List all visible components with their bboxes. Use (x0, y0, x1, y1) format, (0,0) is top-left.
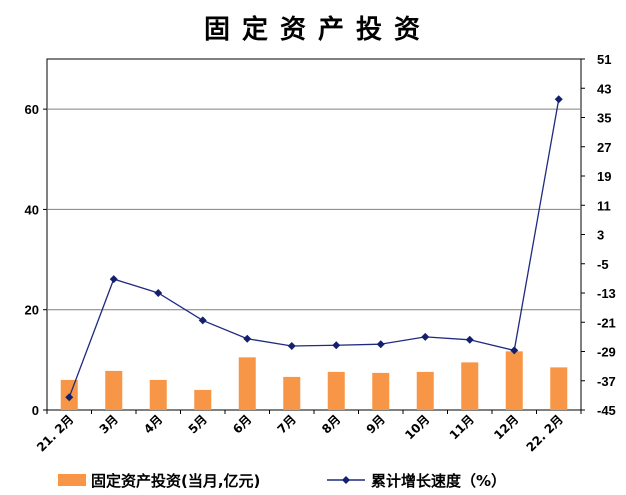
bar (372, 372, 390, 410)
right-tick-label: 3 (597, 228, 604, 243)
left-tick-label: 40 (25, 202, 39, 217)
line-marker (154, 289, 163, 297)
right-tick-label: 35 (597, 111, 611, 126)
x-tick-label: 3月 (97, 412, 121, 436)
legend: 固定资产投资(当月,亿元) 累计增长速度（%） (58, 472, 506, 490)
left-tick-label: 60 (25, 102, 39, 117)
chart-title: 固定资产投资 (204, 14, 432, 45)
line-path (68, 99, 560, 398)
right-tick-label: 43 (597, 81, 611, 96)
bar (505, 351, 523, 410)
x-tick-label: 5月 (186, 412, 210, 436)
line-marker (510, 346, 519, 355)
left-tick-label: 20 (25, 303, 39, 318)
x-tick-label: 12月 (491, 412, 521, 442)
x-tick-label: 4月 (141, 412, 165, 436)
bar (238, 357, 256, 410)
line-marker (332, 341, 341, 350)
right-tick-label: -21 (597, 315, 616, 330)
legend-bar-label: 固定资产投资(当月,亿元) (91, 472, 260, 490)
right-tick-label: -37 (597, 374, 616, 389)
line-series (65, 95, 563, 402)
x-tick-label: 6月 (230, 412, 254, 436)
line-marker (376, 340, 385, 349)
right-axis: 51 43 35 27 19 11 3 -5 -13 -21 -29 -37 -45 (581, 52, 616, 418)
line-marker (287, 342, 296, 351)
right-tick-label: 11 (597, 198, 611, 213)
line-marker (554, 95, 563, 104)
bar (194, 389, 212, 410)
x-tick-label: 21. 2月 (34, 412, 76, 454)
right-tick-label: -5 (597, 257, 609, 272)
right-tick-label: -29 (597, 345, 616, 360)
bar (327, 371, 345, 410)
bar (105, 370, 123, 410)
plot-area (46, 58, 582, 411)
x-tick-label: 11月 (447, 412, 477, 442)
left-axis: 0 20 40 60 (25, 102, 47, 418)
bar (461, 362, 479, 410)
bar (149, 379, 167, 410)
x-tick-label: 9月 (364, 412, 388, 436)
right-tick-label: 19 (597, 169, 611, 184)
x-tick-label: 22. 2月 (524, 412, 566, 454)
line-marker (198, 316, 207, 325)
left-tick-label: 0 (32, 403, 39, 418)
x-axis: 21. 2月 3月 4月 5月 6月 7月 8月 9月 10月 11月 12月 22. 2月 (34, 410, 582, 455)
line-marker (465, 335, 474, 344)
bar (283, 376, 301, 410)
line-marker (65, 393, 74, 402)
bar (416, 371, 434, 410)
line-marker (421, 332, 430, 341)
legend-line-label: 累计增长速度（%） (371, 472, 506, 490)
x-tick-label: 8月 (319, 412, 343, 436)
x-tick-label: 7月 (275, 412, 299, 436)
line-marker (243, 334, 252, 343)
legend-line-marker (342, 476, 350, 484)
gridlines (47, 108, 581, 311)
legend-bar-swatch (58, 474, 86, 486)
bar-series (60, 351, 568, 410)
right-tick-label: -13 (597, 286, 616, 301)
right-tick-label: -45 (597, 403, 616, 418)
line-marker (109, 275, 118, 284)
right-tick-label: 27 (597, 140, 611, 155)
right-tick-label: 51 (597, 52, 611, 67)
bar (550, 367, 568, 410)
x-tick-label: 10月 (402, 412, 432, 442)
